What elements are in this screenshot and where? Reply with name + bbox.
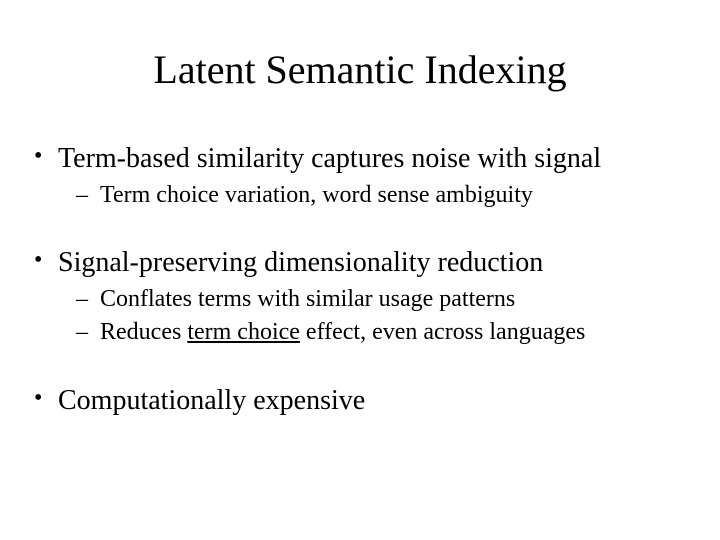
sub-bullet-1-1-text: Term choice variation, word sense ambigu…: [100, 182, 533, 208]
sub-list-1: Term choice variation, word sense ambigu…: [58, 180, 690, 211]
bullet-item-2: Signal-preserving dimensionality reducti…: [30, 245, 690, 348]
bullet-item-3: Computationally expensive: [30, 383, 690, 418]
sub-bullet-2-2: Reduces term choice effect, even across …: [58, 317, 690, 348]
bullet-list: Term-based similarity captures noise wit…: [30, 141, 690, 418]
bullet-2-text: Signal-preserving dimensionality reducti…: [58, 247, 543, 278]
slide-title: Latent Semantic Indexing: [30, 46, 690, 93]
bullet-1-text: Term-based similarity captures noise wit…: [58, 143, 601, 174]
sub-bullet-2-1: Conflates terms with similar usage patte…: [58, 284, 690, 315]
bullet-3-text: Computationally expensive: [58, 385, 365, 416]
sub-bullet-2-2-pre: Reduces: [100, 319, 187, 345]
sub-bullet-1-1: Term choice variation, word sense ambigu…: [58, 180, 690, 211]
sub-bullet-2-2-post: effect, even across languages: [300, 319, 585, 345]
sub-bullet-2-2-underline: term choice: [187, 319, 300, 345]
sub-list-2: Conflates terms with similar usage patte…: [58, 284, 690, 348]
slide: Latent Semantic Indexing Term-based simi…: [0, 0, 720, 540]
sub-bullet-2-1-text: Conflates terms with similar usage patte…: [100, 286, 515, 312]
bullet-item-1: Term-based similarity captures noise wit…: [30, 141, 690, 211]
